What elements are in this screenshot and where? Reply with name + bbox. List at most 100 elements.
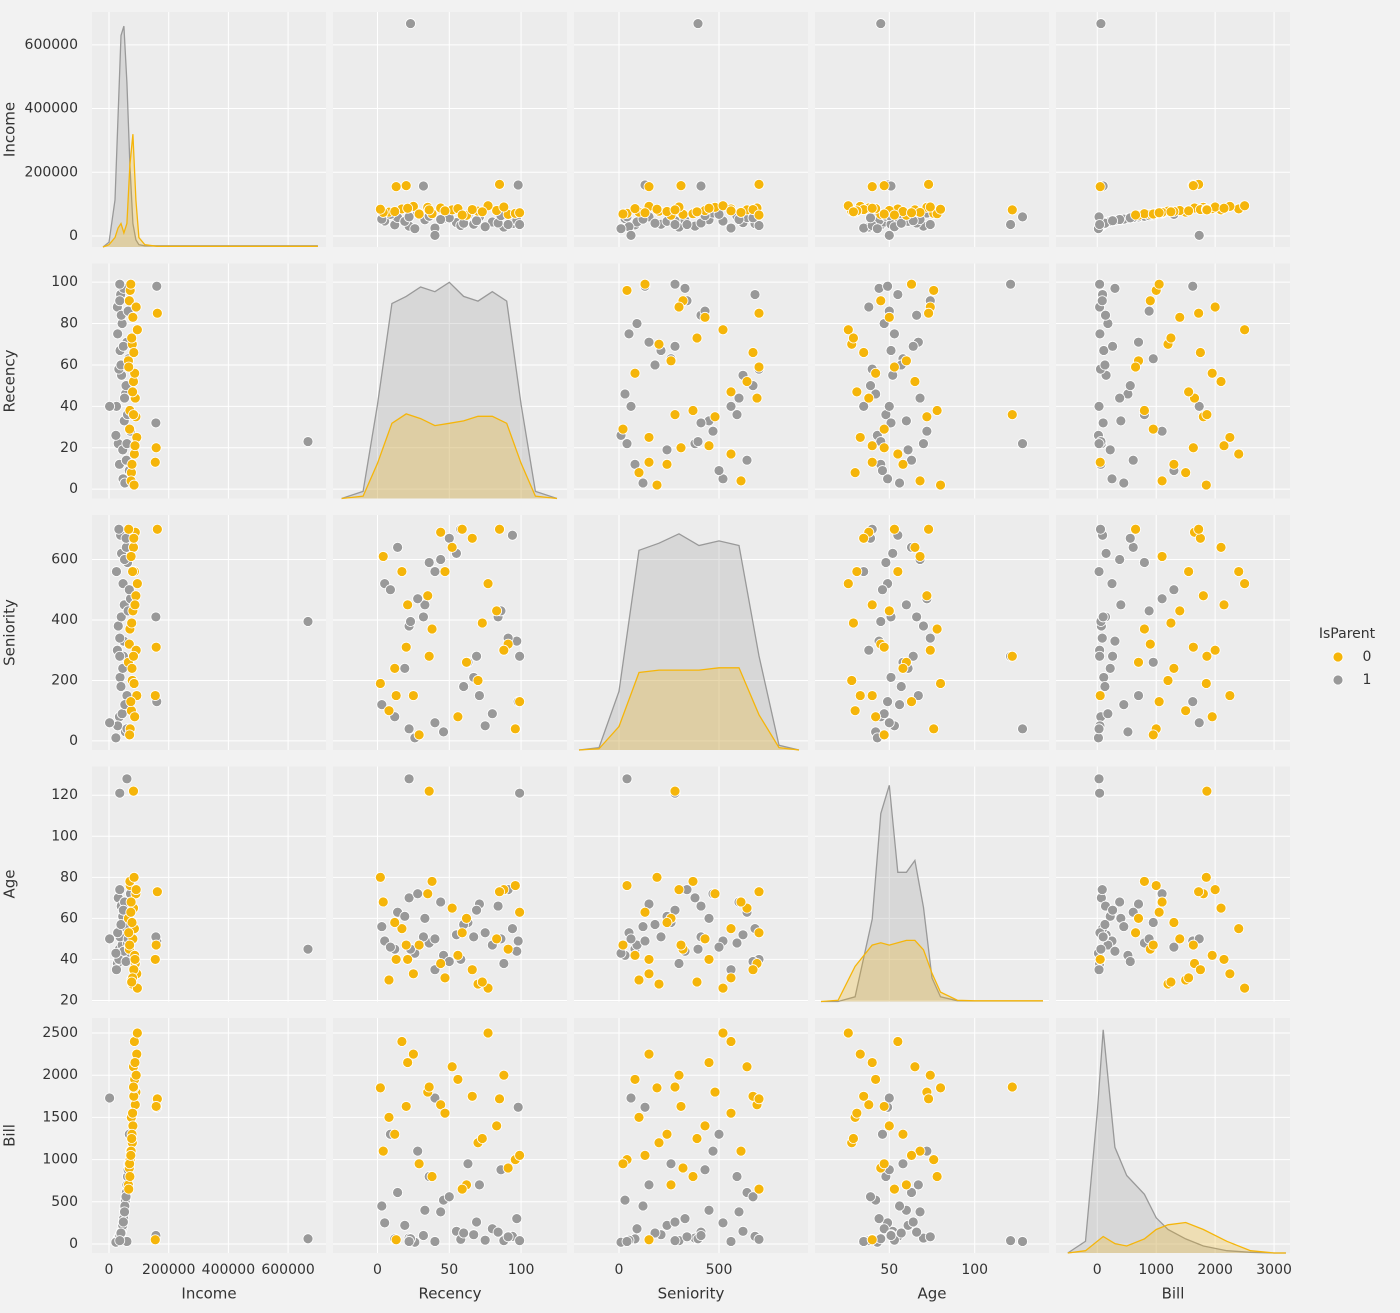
scatter-point [129,440,141,452]
scatter-point [643,432,655,443]
scatter-point [1099,919,1111,930]
scatter-point [878,208,890,220]
scatter-point [725,386,737,398]
scatter-point [677,1162,689,1174]
scatter-point [709,1086,721,1098]
scatter-point [649,217,661,229]
scatter-point [1187,641,1199,653]
kde-line [1067,1221,1286,1254]
scatter-point [1093,400,1105,412]
scatter-point [625,1092,637,1104]
scatter-point [1174,605,1186,617]
scatter-point [625,933,637,945]
panel-background [574,515,808,750]
scatter-point [403,773,415,785]
scatter-point [669,219,681,230]
scatter-point [921,590,933,602]
scatter-point [392,1187,404,1198]
scatter-point [492,1226,504,1238]
scatter-point [673,958,685,969]
scatter-point [747,1191,759,1203]
kde-line [102,134,318,248]
scatter-point [1133,912,1144,924]
kde-line [341,281,558,500]
x-tick-label: 0 [1093,1262,1102,1278]
scatter-point [643,181,655,193]
scatter-point [877,584,888,596]
scatter-point [1201,785,1213,797]
scatter-point [673,884,685,896]
scatter-point [374,678,386,689]
scatter-point [661,1128,673,1140]
scatter-point [110,429,122,441]
panel-background [333,1018,567,1253]
scatter-point [126,976,138,988]
y-axis-label: Recency [1,349,19,412]
scatter-point [848,206,859,218]
scatter-point [877,1128,888,1140]
scatter-point [707,425,719,437]
scatter-point [471,1216,482,1228]
scatter-point [895,681,907,692]
scatter-point [1206,367,1218,379]
scatter-point [643,954,655,965]
scatter-point [302,943,314,955]
scatter-point [639,1101,651,1113]
scatter-point [1104,662,1116,674]
scatter-point [849,467,861,479]
scatter-point [1206,949,1218,961]
scatter-point [435,526,447,538]
scatter-point [1093,723,1105,735]
scatter-point [617,423,629,435]
scatter-point [725,400,737,412]
scatter-point [923,523,934,535]
scatter-point [127,1107,138,1119]
scatter-point [512,935,524,947]
scatter-point [849,705,861,717]
panel [574,1018,808,1253]
scatter-point [885,672,897,683]
scatter-point [498,201,510,213]
scatter-point [1193,229,1205,241]
scatter-point [399,662,411,674]
scatter-point [374,1082,386,1094]
scatter-point [1017,723,1028,735]
scatter-point [703,1204,715,1216]
scatter-point [906,696,917,708]
scatter-point [1239,200,1251,212]
scatter-point [923,1093,934,1105]
scatter-point [897,662,909,674]
scatter-point [914,551,926,562]
scatter-point [1139,876,1150,887]
scatter-point [423,650,435,662]
scatter-point [699,1120,711,1132]
scatter-point [114,650,126,662]
scatter-point [1239,982,1251,994]
scatter-point [858,400,870,412]
scatter-point [114,295,126,307]
scatter-point [498,958,510,969]
kde-area [341,413,557,499]
scatter-point [621,1236,633,1247]
scatter-point [753,209,765,221]
panel [333,766,567,1002]
scatter-point [151,886,163,898]
scatter-point [377,551,389,562]
scatter-point [1124,532,1136,544]
scatter-point [1097,417,1109,429]
scatter-point [665,355,677,367]
scatter-point [703,912,715,924]
scatter-point [1017,438,1028,450]
scatter-point [125,551,137,562]
scatter-point [885,417,897,429]
scatter-point [897,458,909,470]
scatter-point [1114,554,1126,565]
scatter-point [113,523,125,535]
scatter-point [1099,681,1111,692]
scatter-point [507,529,518,541]
y-tick-label: 2000 [42,1067,78,1083]
scatter-point [871,223,883,235]
scatter-point [1139,405,1150,416]
scatter-point [1174,933,1186,945]
scatter-point [923,307,934,319]
